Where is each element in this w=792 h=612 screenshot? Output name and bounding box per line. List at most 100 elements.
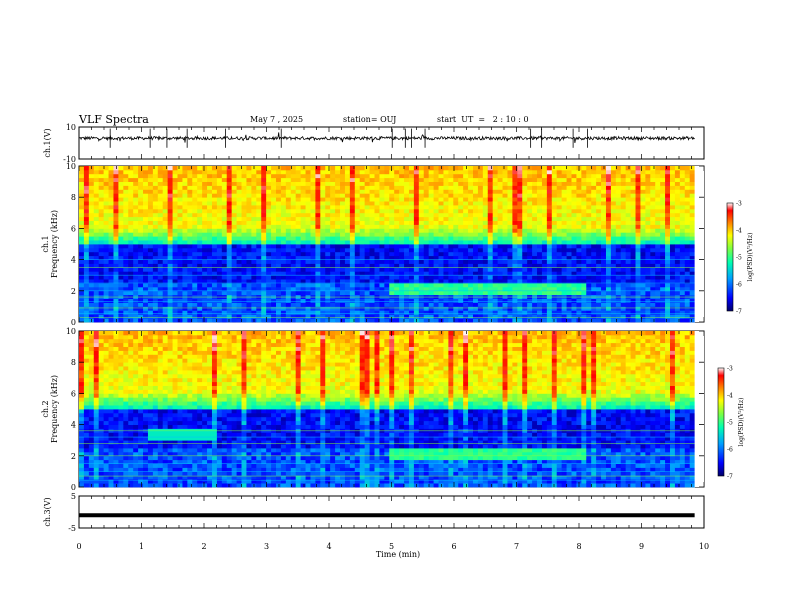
spectrogram-cell [310,310,316,315]
spectrogram-cell [640,189,646,194]
spectrogram-cell [374,212,380,218]
spectrogram-cell [660,279,666,284]
spectrogram-cell [197,314,203,319]
spectrogram-cell [428,216,435,221]
spectrogram-cell [197,205,203,210]
spectrogram-cell [670,306,676,311]
spectrogram-cell [408,244,415,249]
spectrogram-cell [399,271,405,276]
spectrogram-cell [236,236,242,241]
spectrogram-cell [88,247,95,253]
spectrogram-cell [551,189,558,194]
spectrogram-cell [108,247,114,253]
spectrogram-cell [615,275,622,280]
spectrogram-cell [305,166,311,171]
spectrogram-cell [261,212,267,218]
spectrogram-cell [502,228,508,233]
spectrogram-cell [221,283,228,288]
spectrogram-cell [271,251,277,257]
spectrogram-cell [266,208,272,214]
spectrogram-cell [576,189,582,194]
spectrogram-cell [172,228,178,233]
spectrogram-cell [418,169,425,175]
spectrogram-cell [207,306,213,311]
spectrogram-cell [354,232,361,237]
spectrogram-cell [182,283,188,288]
spectrogram-cell [517,244,523,249]
spectrogram-cell [404,314,410,319]
spectrogram-cell [679,193,686,198]
spectrogram-cell [665,228,671,233]
spectrogram-cell [79,290,85,296]
spectrogram-cell [118,220,124,225]
spectrogram-cell [556,232,563,237]
spectrogram-cell [241,302,247,307]
spectrogram-cell [620,193,627,198]
spectrogram-cell [325,208,331,214]
spectrogram-cell [266,306,272,311]
spectrogram-cell [128,279,134,284]
spectrogram-cell [182,181,188,186]
spectrogram-cell [374,197,380,202]
spectrogram-cell [123,240,129,245]
spectrogram-cell [537,302,543,307]
spectrogram-cell [650,306,656,311]
spectrogram-cell [502,173,508,179]
spectrogram-cell [251,205,257,210]
spectrogram-cell [133,185,139,190]
spectrogram-cell [379,212,385,218]
spectrogram-cell [384,201,390,206]
spectrogram-cell [162,302,169,307]
spectrogram-cell [133,318,139,323]
spectrogram-cell [477,181,484,186]
spectrogram-cell [157,298,164,303]
spectrogram-cell [93,283,100,288]
spectrogram-cell [610,201,617,206]
spectrogram-cell [453,267,459,272]
spectrogram-cell [428,244,435,249]
spectrogram-cell [231,216,237,221]
spectrogram-cell [601,197,607,202]
spectrogram-cell [157,267,164,272]
spectrogram-cell [123,298,129,303]
spectrogram-cell [300,244,306,249]
spectrogram-cell [522,181,528,186]
spectrogram-cell [408,216,415,221]
spectrogram-cell [364,189,370,194]
spectrogram-cell [340,298,346,303]
spectrogram-cell [236,267,242,272]
spectrogram-cell [211,232,218,237]
spectrogram-cell [280,310,287,315]
spectrogram-cell [591,259,597,264]
spectrogram-cell [665,318,671,323]
spectrogram-cell [138,267,144,272]
spectrogram-cell [344,267,351,272]
spectrogram-cell [349,208,356,214]
spectrogram-cell [271,271,277,276]
spectrogram-cell [133,169,139,175]
spectrogram-cell [492,189,499,194]
spectrogram-cell [162,255,169,260]
spectrogram-cell [138,240,144,245]
spectrogram-cell [246,267,252,272]
spectrogram-cell [182,208,188,214]
spectrogram-cell [177,224,183,229]
spectrogram-cell [320,298,326,303]
spectrogram-cell [221,197,228,202]
spectrogram-cell [280,220,287,225]
spectrogram-cell [630,267,636,272]
spectrogram-cell [492,251,499,257]
spectrogram-cell [689,279,696,284]
spectrogram-cell [384,216,390,221]
spectrogram-cell [586,267,592,272]
spectrogram-cell [138,314,144,319]
spectrogram-cell [79,267,85,272]
spectrogram-cell [236,201,242,206]
spectrogram-cell [83,247,90,253]
spectrogram-cell [458,318,464,323]
spectrogram-cell [147,205,154,210]
spectrogram-cell [625,208,631,214]
spectrogram-cell [404,201,410,206]
spectrogram-cell [246,189,252,194]
spectrogram-cell [187,267,193,272]
